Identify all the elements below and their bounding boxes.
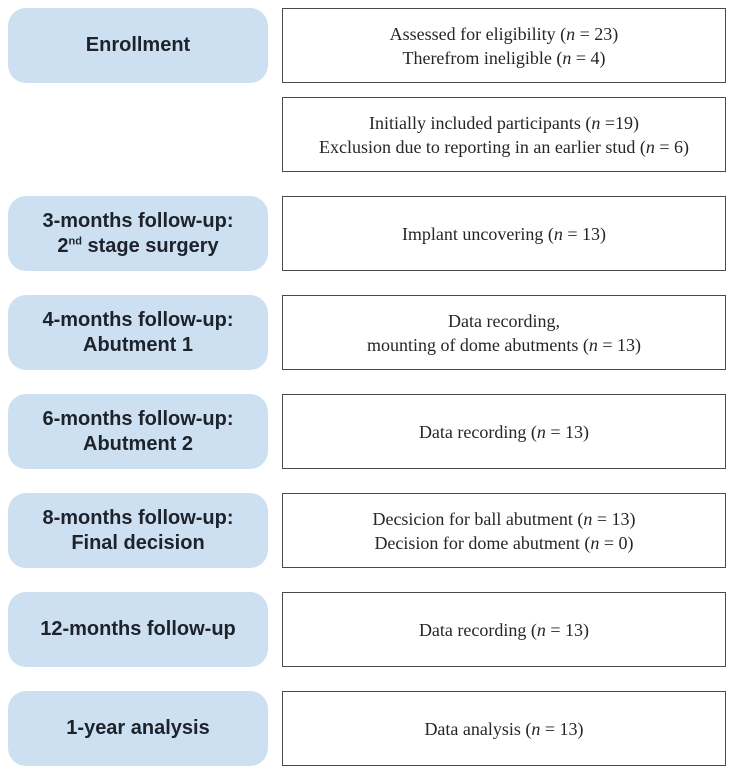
stage-title: 6-months follow-up: [42,407,233,432]
stage-text: 8-months follow-up: [42,506,234,529]
n-symbol: n [590,532,600,553]
n-symbol: n [536,421,546,442]
detail-text: = 13) [540,718,584,739]
detail-box-6-months: Data recording (n = 13) [282,394,726,469]
flow-row-12-months: 12-months follow-up Data recording (n = … [8,592,726,667]
detail-text: =19) [600,112,640,133]
detail-box-8-months: Decsicion for ball abutment (n = 13) Dec… [282,493,726,568]
detail-text: = 13) [597,334,642,355]
stage-text: 2 [57,234,69,257]
stage-title: 12-months follow-up [40,617,236,642]
stage-subtitle: Abutment 1 [83,333,193,358]
detail-text: Initially included participants ( [368,112,592,133]
detail-box-3-months: Implant uncovering (n = 13) [282,196,726,271]
detail-text: = 13) [545,619,590,640]
detail-box-initial-inclusion: Initially included participants (n =19) … [282,97,726,172]
detail-box-12-months: Data recording (n = 13) [282,592,726,667]
detail-text: Data analysis ( [424,718,532,739]
n-symbol: n [531,718,541,739]
detail-text: = 23) [575,23,619,44]
stage-label-8-months: 8-months follow-up: Final decision [8,493,268,568]
stage-text: 1-year analysis [66,717,210,739]
detail-text: Data recording ( [418,619,537,640]
detail-text: Assessed for eligibility ( [389,23,567,44]
stage-text: Abutment 2 [83,432,193,455]
stage-title: Enrollment [86,33,190,58]
detail-line: Decsicion for ball abutment (n = 13) [372,507,635,531]
n-symbol: n [566,23,576,44]
detail-line: Data analysis (n = 13) [424,717,583,741]
detail-text: mounting of dome abutments ( [366,334,589,355]
detail-text: Decision for dome abutment ( [374,532,591,553]
stage-subtitle: 2nd stage surgery [57,234,218,259]
detail-box-1-year: Data analysis (n = 13) [282,691,726,766]
detail-text: = 13) [592,508,636,529]
stage-text: stage surgery [81,234,219,257]
detail-line: mounting of dome abutments (n = 13) [367,333,641,357]
n-symbol: n [583,508,593,529]
detail-text: = 13) [545,421,590,442]
detail-text: Decsicion for ball abutment ( [372,508,584,529]
detail-text: Data recording, [448,310,560,331]
detail-line: Therefrom ineligible (n = 4) [402,46,605,70]
n-symbol: n [591,112,601,133]
stage-title: 4-months follow-up: [42,308,233,333]
detail-line: Initially included participants (n =19) [369,111,639,135]
flow-row-1-year: 1-year analysis Data analysis (n = 13) [8,691,726,766]
detail-text: Therefrom ineligible ( [402,47,563,68]
ordinal-superscript: nd [68,234,82,247]
flow-row-8-months: 8-months follow-up: Final decision Decsi… [8,493,726,568]
stage-text: Enrollment [85,34,191,56]
detail-line: Data recording, [448,309,560,333]
stage-subtitle: Final decision [71,531,204,556]
stage-label-6-months: 6-months follow-up: Abutment 2 [8,394,268,469]
detail-text: = 0) [599,532,634,553]
n-symbol: n [645,136,655,157]
stage-spacer [8,97,268,172]
detail-box-4-months: Data recording, mounting of dome abutmen… [282,295,726,370]
flow-row-enrollment: Enrollment Assessed for eligibility (n =… [8,8,726,83]
stage-label-12-months: 12-months follow-up [8,592,268,667]
stage-title: 1-year analysis [66,716,209,741]
detail-text: = 6) [654,136,690,157]
stage-label-4-months: 4-months follow-up: Abutment 1 [8,295,268,370]
detail-line: Exclusion due to reporting in an earlier… [319,135,689,159]
stage-text: 6-months follow-up: [42,407,234,430]
detail-line: Data recording (n = 13) [419,420,589,444]
detail-line: Data recording (n = 13) [419,618,589,642]
flow-row-initial-inclusion: Initially included participants (n =19) … [8,97,726,172]
stage-text: 3-months follow-up: [42,209,234,232]
detail-text: Implant uncovering ( [401,223,554,244]
detail-text: Data recording ( [418,421,537,442]
stage-title: 8-months follow-up: [42,506,233,531]
detail-line: Decision for dome abutment (n = 0) [374,531,633,555]
stage-text: Final decision [71,531,205,554]
n-symbol: n [562,47,572,68]
detail-text: Exclusion due to reporting in an earlier… [318,136,646,157]
detail-line: Implant uncovering (n = 13) [402,222,606,246]
stage-text: Abutment 1 [83,333,193,356]
n-symbol: n [536,619,546,640]
flow-row-4-months: 4-months follow-up: Abutment 1 Data reco… [8,295,726,370]
stage-text: 4-months follow-up: [42,308,234,331]
stage-label-enrollment: Enrollment [8,8,268,83]
detail-line: Assessed for eligibility (n = 23) [390,22,619,46]
n-symbol: n [588,334,598,355]
stage-label-3-months: 3-months follow-up: 2nd stage surgery [8,196,268,271]
flow-row-6-months: 6-months follow-up: Abutment 2 Data reco… [8,394,726,469]
stage-label-1-year: 1-year analysis [8,691,268,766]
stage-title: 3-months follow-up: [42,209,233,234]
stage-text: 12-months follow-up [40,618,236,640]
n-symbol: n [553,223,563,244]
detail-text: = 4) [571,47,606,68]
detail-text: = 13) [562,223,607,244]
stage-subtitle: Abutment 2 [83,432,193,457]
flow-row-3-months: 3-months follow-up: 2nd stage surgery Im… [8,196,726,271]
detail-box-enrollment: Assessed for eligibility (n = 23) Theref… [282,8,726,83]
